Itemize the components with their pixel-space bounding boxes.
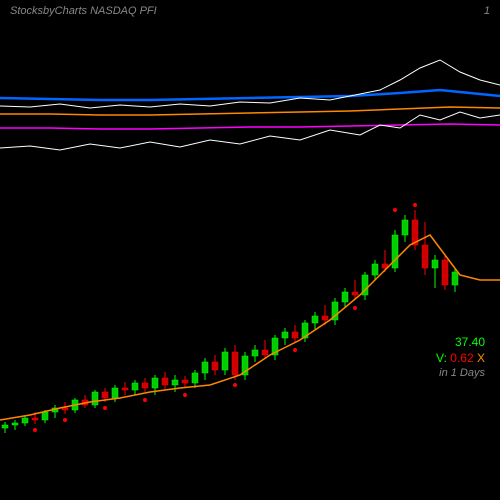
candle-body: [92, 392, 98, 405]
candle-body: [132, 383, 138, 390]
candle-body: [62, 408, 68, 410]
candle-body: [12, 423, 18, 425]
candle-body: [142, 383, 148, 388]
candle-body: [202, 362, 208, 373]
candle-body: [122, 388, 128, 390]
candle-body: [422, 245, 428, 268]
candle-body: [22, 418, 28, 423]
candle-body: [182, 380, 188, 383]
candle-body: [2, 425, 8, 428]
candle-body: [452, 272, 458, 285]
candle-body: [102, 392, 108, 398]
candle-body: [342, 292, 348, 302]
price-panel: [0, 180, 500, 480]
candle-body: [442, 260, 448, 285]
candle-body: [162, 378, 168, 385]
chart-header: StocksbyCharts NASDAQ PFI 1: [0, 5, 500, 25]
candle-body: [262, 350, 268, 355]
signal-dot: [393, 208, 397, 212]
chart-interval: 1: [484, 5, 490, 25]
candle-body: [232, 352, 238, 375]
candle-body: [292, 332, 298, 338]
white-line-upper2: [0, 112, 500, 150]
chart-title: StocksbyCharts NASDAQ PFI: [10, 5, 157, 25]
indicator-panel: [0, 20, 500, 160]
candle-body: [252, 350, 258, 356]
candle-body: [312, 316, 318, 323]
volume-suffix: X: [477, 351, 485, 365]
candle-body: [432, 260, 438, 268]
candle-body: [172, 380, 178, 385]
signal-dot: [63, 418, 67, 422]
volume-info: V: 0.62 X: [436, 351, 485, 365]
candle-body: [222, 352, 228, 370]
white-line-upper1: [0, 60, 500, 108]
volume-label: V:: [436, 351, 447, 365]
stock-chart-container: StocksbyCharts NASDAQ PFI 1 37.40 V: 0.6…: [0, 0, 500, 500]
signal-dot: [103, 406, 107, 410]
candle-body: [152, 378, 158, 388]
candle-body: [212, 362, 218, 370]
candle-body: [192, 373, 198, 383]
orange-line-upper: [0, 107, 500, 115]
current-price: 37.40: [436, 335, 485, 349]
candle-body: [352, 292, 358, 295]
blue-line: [0, 90, 500, 100]
candle-body: [322, 316, 328, 320]
signal-dot: [413, 203, 417, 207]
candle-body: [42, 412, 48, 420]
price-info-box: 37.40 V: 0.62 X in 1 Days: [436, 335, 485, 379]
signal-dot: [183, 393, 187, 397]
candle-body: [282, 332, 288, 338]
days-info: in 1 Days: [436, 367, 485, 379]
signal-dot: [143, 398, 147, 402]
signal-dot: [233, 383, 237, 387]
candle-body: [32, 418, 38, 420]
signal-dot: [293, 348, 297, 352]
candle-body: [112, 388, 118, 398]
candle-body: [402, 220, 408, 235]
candle-body: [372, 264, 378, 275]
magenta-line: [0, 124, 500, 129]
signal-dot: [33, 428, 37, 432]
volume-value: 0.62: [450, 351, 473, 365]
signal-dot: [353, 306, 357, 310]
